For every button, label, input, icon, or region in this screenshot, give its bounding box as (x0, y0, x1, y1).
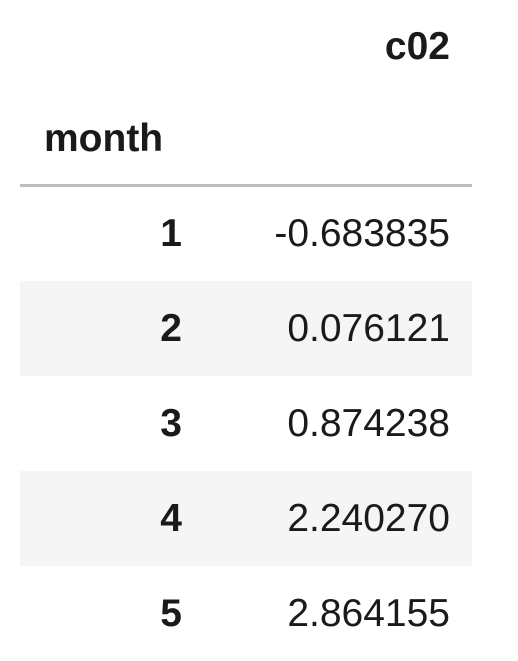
table-row: 1 -0.683835 (20, 186, 472, 281)
row-index: 3 (160, 401, 182, 445)
cell-c02: 0.076121 (287, 306, 450, 350)
cell-c02: 2.240270 (287, 496, 450, 540)
table-row: 5 2.864155 (20, 566, 472, 661)
table-row: 3 0.874238 (20, 376, 472, 471)
column-header-c02: c02 (384, 24, 450, 68)
row-index: 2 (160, 306, 182, 350)
dataframe-table: c02 month 1 -0.683835 2 0.076121 3 0.874… (20, 0, 472, 661)
index-header-blank (204, 92, 472, 187)
row-index: 1 (160, 212, 182, 256)
cell-c02: -0.683835 (274, 212, 450, 256)
row-index: 5 (160, 591, 182, 635)
table-row: 4 2.240270 (20, 470, 472, 566)
table-row: 2 0.076121 (20, 280, 472, 376)
cell-c02: 2.864155 (287, 591, 450, 635)
column-header-blank (20, 0, 204, 92)
cell-c02: 0.874238 (287, 401, 450, 445)
index-header-row: month (20, 92, 472, 187)
column-header-row: c02 (20, 0, 472, 92)
row-index: 4 (160, 496, 182, 540)
index-name-header: month (20, 92, 204, 187)
